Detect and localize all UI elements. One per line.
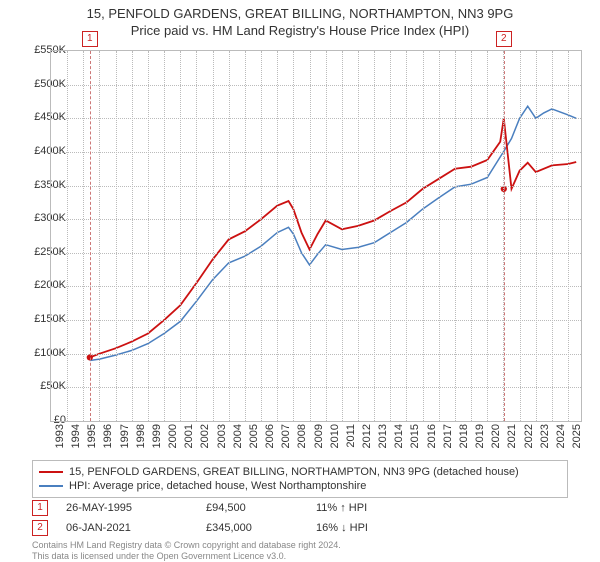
x-tick-label: 2012 — [361, 424, 373, 454]
x-tick-label: 2011 — [345, 424, 357, 454]
transaction-marker-2: 2 — [32, 520, 48, 536]
x-tick-label: 2023 — [539, 424, 551, 454]
x-tick-label: 2016 — [426, 424, 438, 454]
x-tick-label: 1995 — [86, 424, 98, 454]
title-address: 15, PENFOLD GARDENS, GREAT BILLING, NORT… — [10, 6, 590, 21]
x-tick-label: 2001 — [183, 424, 195, 454]
plot-svg — [51, 51, 581, 421]
x-tick-label: 2004 — [232, 424, 244, 454]
x-tick-label: 2007 — [280, 424, 292, 454]
x-tick-label: 1996 — [102, 424, 114, 454]
x-tick-label: 2018 — [458, 424, 470, 454]
transaction-date-2: 06-JAN-2021 — [66, 522, 206, 534]
transaction-price-2: £345,000 — [206, 522, 316, 534]
legend-swatch-hpi — [39, 485, 63, 487]
x-tick-label: 2013 — [377, 424, 389, 454]
event-marker-2: 2 — [496, 31, 512, 47]
transaction-price-1: £94,500 — [206, 502, 316, 514]
plot-area: 12 — [50, 50, 582, 422]
x-tick-label: 2008 — [296, 424, 308, 454]
x-tick-label: 2010 — [329, 424, 341, 454]
x-tick-label: 2024 — [555, 424, 567, 454]
x-tick-label: 2002 — [199, 424, 211, 454]
x-tick-label: 2009 — [313, 424, 325, 454]
x-tick-label: 2017 — [442, 424, 454, 454]
x-tick-label: 2020 — [490, 424, 502, 454]
x-tick-label: 2025 — [571, 424, 583, 454]
x-tick-label: 2015 — [409, 424, 421, 454]
footer-attribution: Contains HM Land Registry data © Crown c… — [32, 540, 568, 562]
event-marker-1: 1 — [82, 31, 98, 47]
footer-line2: This data is licensed under the Open Gov… — [32, 551, 286, 561]
x-tick-label: 1994 — [70, 424, 82, 454]
transaction-delta-1: 11% ↑ HPI — [316, 502, 367, 514]
x-tick-label: 1993 — [54, 424, 66, 454]
legend-label-property: 15, PENFOLD GARDENS, GREAT BILLING, NORT… — [69, 466, 519, 478]
transaction-marker-1: 1 — [32, 500, 48, 516]
x-tick-label: 1999 — [151, 424, 163, 454]
x-tick-label: 2022 — [523, 424, 535, 454]
x-tick-label: 2005 — [248, 424, 260, 454]
transaction-date-1: 26-MAY-1995 — [66, 502, 206, 514]
transaction-delta-2: 16% ↓ HPI — [316, 522, 368, 534]
legend: 15, PENFOLD GARDENS, GREAT BILLING, NORT… — [32, 460, 568, 498]
transaction-row-1: 1 26-MAY-1995 £94,500 11% ↑ HPI — [32, 500, 568, 516]
x-tick-label: 2014 — [393, 424, 405, 454]
x-tick-label: 2019 — [474, 424, 486, 454]
legend-swatch-property — [39, 471, 63, 473]
footer-line1: Contains HM Land Registry data © Crown c… — [32, 540, 341, 550]
chart-container: 15, PENFOLD GARDENS, GREAT BILLING, NORT… — [0, 0, 600, 560]
legend-label-hpi: HPI: Average price, detached house, West… — [69, 480, 366, 492]
x-tick-label: 2006 — [264, 424, 276, 454]
x-tick-label: 2021 — [506, 424, 518, 454]
x-tick-label: 1998 — [135, 424, 147, 454]
legend-item-property: 15, PENFOLD GARDENS, GREAT BILLING, NORT… — [39, 465, 561, 479]
x-tick-label: 1997 — [119, 424, 131, 454]
legend-item-hpi: HPI: Average price, detached house, West… — [39, 479, 561, 493]
x-tick-label: 2003 — [216, 424, 228, 454]
x-tick-label: 2000 — [167, 424, 179, 454]
transaction-row-2: 2 06-JAN-2021 £345,000 16% ↓ HPI — [32, 520, 568, 536]
